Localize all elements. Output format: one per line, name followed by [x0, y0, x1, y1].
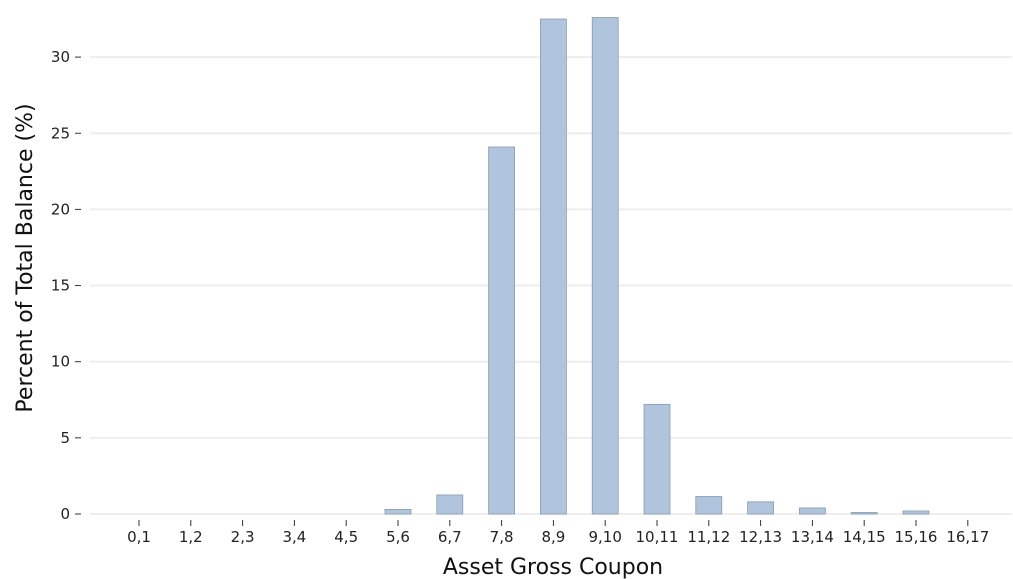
y-tick-label: 20 — [51, 200, 70, 218]
x-axis-title: Asset Gross Coupon — [443, 555, 663, 579]
x-tick-label: 4,5 — [334, 528, 358, 546]
bar-14-15 — [850, 512, 878, 515]
bars — [384, 17, 930, 515]
y-axis-ticks: 0 5 10 15 20 25 30 — [51, 48, 81, 523]
x-tick-label: 3,4 — [282, 528, 306, 546]
x-axis-ticks: 0,1 1,2 2,3 3,4 4,5 5,6 6,7 7,8 8,9 9,10 10,11 11,1… — [127, 520, 989, 546]
x-tick-label: 15,16 — [895, 528, 938, 546]
bar-6-7 — [436, 494, 464, 515]
x-tick-label: 14,15 — [843, 528, 886, 546]
bar-7-8 — [488, 146, 516, 515]
bar-15-16 — [902, 510, 930, 515]
bar-5-6 — [384, 509, 412, 515]
y-tick-label: 30 — [51, 48, 70, 66]
y-tick-label: 0 — [60, 505, 70, 523]
y-tick-label: 25 — [51, 124, 70, 142]
x-tick-label: 10,11 — [636, 528, 679, 546]
x-tick-label: 13,14 — [791, 528, 834, 546]
x-tick-label: 5,6 — [386, 528, 410, 546]
y-tick-label: 15 — [51, 277, 70, 295]
x-tick-label: 7,8 — [490, 528, 514, 546]
bar-12-13 — [747, 501, 774, 515]
bar-8-9 — [540, 18, 567, 515]
x-tick-label: 8,9 — [541, 528, 565, 546]
y-tick-label: 5 — [60, 429, 70, 447]
bar-11-12 — [695, 496, 723, 515]
x-tick-label: 9,10 — [588, 528, 621, 546]
x-tick-label: 16,17 — [946, 528, 989, 546]
bar-9-10 — [591, 17, 619, 515]
x-tick-label: 12,13 — [739, 528, 782, 546]
bar-10-11 — [643, 403, 671, 515]
x-tick-label: 11,12 — [687, 528, 730, 546]
x-tick-label: 1,2 — [179, 528, 203, 546]
x-tick-label: 2,3 — [231, 528, 255, 546]
bar-13-14 — [799, 507, 826, 515]
y-axis-title: Percent of Total Balance (%) — [13, 103, 38, 412]
x-tick-label: 6,7 — [438, 528, 462, 546]
x-tick-label: 0,1 — [127, 528, 151, 546]
y-tick-label: 10 — [51, 353, 70, 371]
